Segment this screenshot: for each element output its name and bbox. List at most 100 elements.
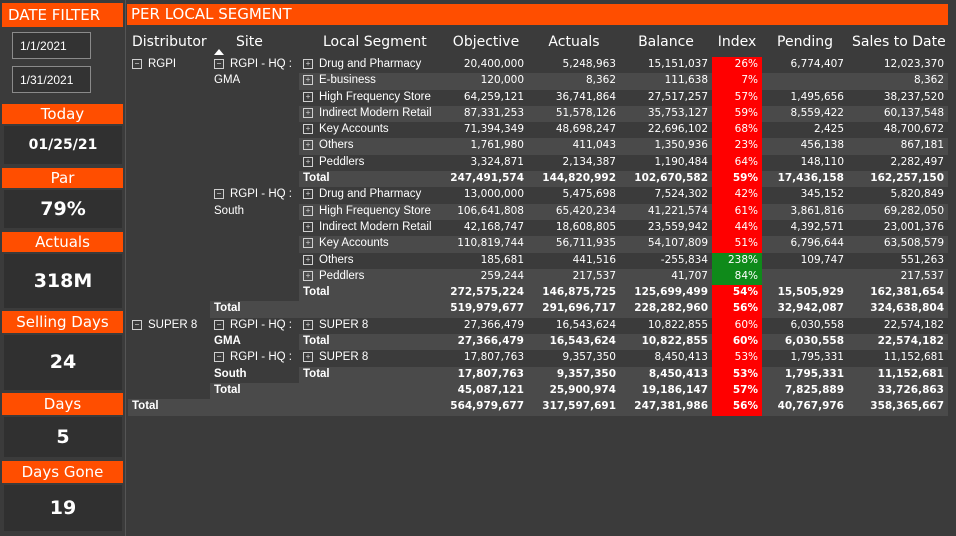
col-header-sales-to-date[interactable]: Sales to Date [852,34,946,50]
index-cell-text: 54% [732,286,758,299]
pending-cell-text: 3,861,816 [790,204,844,217]
index-cell-text: 23% [734,139,758,152]
date-filter-title: DATE FILTER [2,3,123,27]
objective-cell-text: 106,641,808 [457,204,524,217]
pending-cell-text: 40,767,976 [777,400,844,413]
index-cell: 84% [712,268,762,286]
site-cell [210,90,299,106]
matrix-row: − RGPI - HQ : + SUPER 8 17,807,763 9,357,350 8… [128,350,948,367]
actuals-cell-text: 441,516 [572,253,616,266]
actuals-cell-text: 411,043 [572,139,616,152]
objective-cell: 42,168,747 [444,220,528,236]
pending-cell: 1,795,331 [762,350,848,366]
site-cell [210,138,299,154]
col-header-balance[interactable]: Balance [638,34,694,50]
distributor-cell-text: SUPER 8 [148,318,198,331]
actuals-cell-text: 5,475,698 [562,188,616,201]
balance-cell-text: 228,282,960 [634,302,708,315]
sales-to-date-cell: 162,381,654 [848,285,948,302]
collapse-icon[interactable]: − [132,59,142,69]
col-header-distributor[interactable]: Distributor [132,34,207,50]
balance-cell: 10,822,855 [620,334,712,351]
start-date-input[interactable]: 1/1/2021 [12,32,91,59]
pending-cell: 6,030,558 [762,318,848,334]
index-cell: 7% [712,73,762,90]
pending-cell: 6,774,407 [762,57,848,73]
actuals-cell-text: 18,608,805 [555,220,616,233]
index-cell: 51% [712,236,762,253]
balance-cell-text: 54,107,809 [647,237,708,250]
balance-cell-text: -255,834 [660,253,708,266]
col-header-objective[interactable]: Objective [452,34,520,50]
collapse-icon[interactable]: − [214,59,224,69]
local-segment-cell-text: Others [319,253,354,266]
col-header-pending[interactable]: Pending [777,34,833,50]
objective-cell: 247,491,574 [444,171,528,188]
site-cell [210,253,299,269]
expand-icon[interactable]: + [303,319,313,330]
end-date-input[interactable]: 1/31/2021 [12,66,91,93]
index-cell-text: 51% [734,237,758,250]
col-header-local-segment[interactable]: Local Segment [323,34,427,50]
expand-icon[interactable]: + [303,140,313,151]
col-header-actuals[interactable]: Actuals [548,34,600,50]
matrix-row: Total 247,491,574 144,820,992 102,670,582 59… [128,171,948,188]
expand-icon[interactable]: + [303,59,313,69]
pending-cell-text: 148,110 [800,155,844,168]
actuals-cell-text: 8,362 [585,74,616,87]
pending-cell: 17,436,158 [762,171,848,188]
collapse-icon[interactable]: − [214,352,224,363]
expand-icon[interactable]: + [303,205,313,216]
local-segment-cell: Total [299,366,444,383]
col-header-index[interactable]: Index [717,34,757,50]
site-cell [210,399,299,416]
sales-to-date-cell: 63,508,579 [848,236,948,253]
today-value: 01/25/21 [4,126,122,164]
local-segment-cell: Total [299,285,444,302]
col-header-site[interactable]: Site [236,34,263,50]
pending-cell: 109,747 [762,253,848,269]
sales-to-date-cell: 11,152,681 [848,350,948,366]
expand-icon[interactable]: + [303,124,313,135]
collapse-icon[interactable]: − [132,319,142,330]
collapse-icon[interactable]: − [214,189,224,200]
local-segment-cell: + Others [299,253,444,269]
actuals-cell: 9,357,350 [528,350,620,366]
expand-icon[interactable]: + [303,221,313,232]
local-segment-cell: + Drug and Pharmacy [299,187,444,203]
objective-cell: 13,000,000 [444,187,528,203]
expand-icon[interactable]: + [303,156,313,167]
pending-cell: 6,796,644 [762,236,848,253]
expand-icon[interactable]: + [303,91,313,102]
index-cell: 42% [712,187,762,204]
objective-cell-text: 45,087,121 [457,383,524,396]
objective-cell-text: 272,575,224 [450,286,524,299]
local-segment-cell: + Indirect Modern Retail [299,105,444,123]
distributor-cell [128,334,210,350]
matrix-row: + Indirect Modern Retail 42,168,747 18,608,… [128,219,948,237]
expand-icon[interactable]: + [303,107,313,118]
sales-to-date-cell-text: 867,181 [900,139,944,152]
expand-icon[interactable]: + [303,189,313,200]
balance-cell-text: 8,450,413 [648,367,708,380]
objective-cell: 71,394,349 [444,122,528,138]
matrix-row: − SUPER 8− RGPI - HQ : + SUPER 8 27,366,479 16… [128,317,948,335]
days-remaining-value: 5 [4,417,122,457]
selling-days-label: Selling Days [2,311,123,333]
distributor-cell: − SUPER 8 [128,318,210,334]
site-cell-text: Total [214,302,241,315]
actuals-cell: 8,362 [528,73,620,90]
expand-icon[interactable]: + [303,75,313,86]
sales-to-date-cell-text: 8,362 [913,74,944,87]
expand-icon[interactable]: + [303,352,313,363]
expand-icon[interactable]: + [303,254,313,265]
collapse-icon[interactable]: − [214,319,224,330]
objective-cell-text: 110,819,744 [457,237,524,250]
sales-to-date-cell-text: 33,726,863 [877,383,944,396]
expand-icon[interactable]: + [303,238,313,249]
expand-icon[interactable]: + [303,270,313,281]
sort-ascending-icon[interactable] [214,49,224,55]
balance-cell-text: 23,559,942 [647,220,708,233]
site-cell-text: South [214,204,245,217]
date-filter-panel: DATE FILTER 1/1/2021 1/31/2021 Today 01/… [0,0,126,536]
